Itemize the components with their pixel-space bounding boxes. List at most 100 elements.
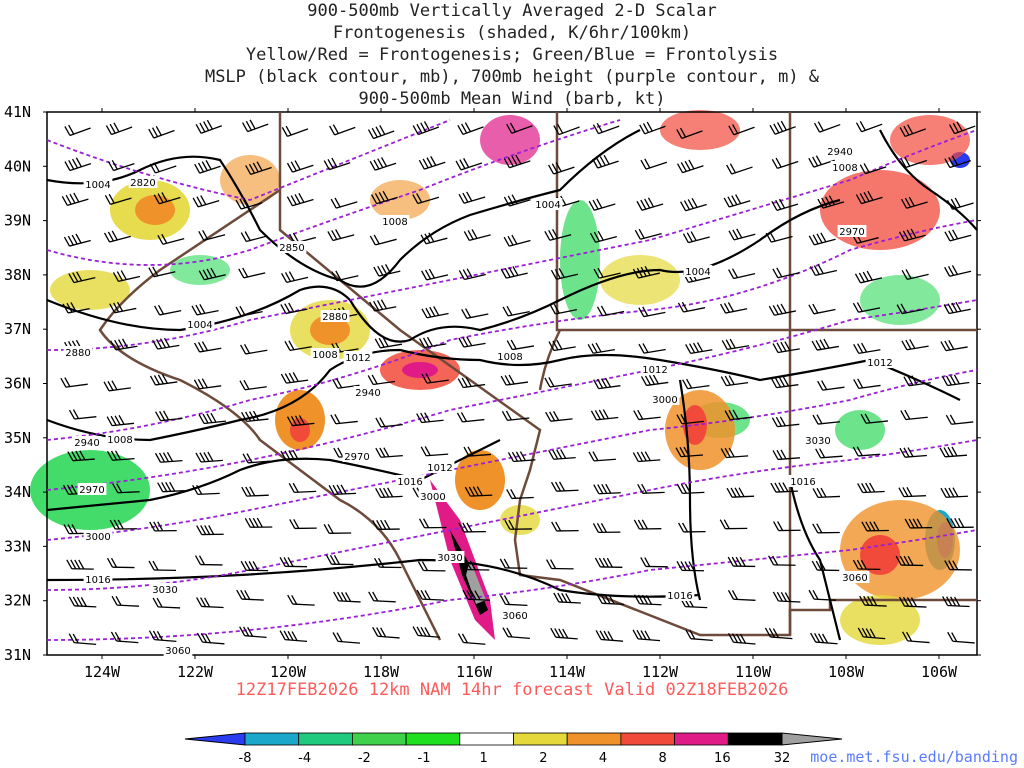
wind-barb bbox=[854, 270, 883, 284]
svg-text:2850: 2850 bbox=[279, 243, 304, 254]
lat-label: 40N bbox=[4, 157, 31, 175]
wind-barb bbox=[68, 596, 97, 608]
wind-barb bbox=[196, 632, 225, 645]
axis-ticks bbox=[43, 108, 981, 659]
colorbar-swatch bbox=[244, 732, 300, 746]
wind-barb bbox=[148, 266, 176, 278]
wind-barb bbox=[771, 198, 799, 211]
svg-text:2820: 2820 bbox=[130, 178, 155, 189]
wind-barb bbox=[899, 447, 927, 458]
wind-barb bbox=[813, 121, 841, 133]
wind-barb bbox=[808, 155, 835, 168]
svg-text:3060: 3060 bbox=[502, 611, 527, 622]
wind-barb bbox=[900, 196, 928, 209]
wind-barb bbox=[238, 267, 266, 279]
credit-link[interactable]: moe.met.fsu.edu/banding bbox=[810, 748, 1018, 766]
wind-barb bbox=[855, 121, 883, 133]
wind-barb bbox=[235, 197, 263, 210]
svg-text:3060: 3060 bbox=[842, 573, 867, 584]
wind-barb bbox=[60, 377, 88, 388]
wind-barb bbox=[191, 304, 219, 316]
wind-barb bbox=[808, 232, 836, 246]
wind-barb bbox=[241, 410, 269, 423]
wind-barb bbox=[419, 336, 447, 349]
svg-text:3000: 3000 bbox=[420, 492, 445, 503]
height-label: 2940 bbox=[825, 145, 855, 158]
wind-barb bbox=[279, 557, 308, 568]
mslp-label: 1012 bbox=[425, 461, 455, 474]
wind-barb bbox=[682, 378, 710, 390]
colorbar-tick-label: 32 bbox=[774, 751, 791, 766]
wind-barb bbox=[107, 159, 135, 172]
wind-barb bbox=[372, 519, 400, 530]
wind-barb bbox=[947, 631, 975, 644]
lon-label: 124W bbox=[84, 663, 121, 681]
wind-barb bbox=[676, 483, 705, 495]
svg-text:1008: 1008 bbox=[107, 435, 132, 446]
wind-barb bbox=[194, 555, 223, 566]
wind-barb bbox=[592, 154, 619, 169]
wind-barb bbox=[331, 270, 359, 282]
height-label: 2970 bbox=[342, 450, 372, 463]
wind-barb bbox=[106, 557, 135, 569]
mslp-label: 1008 bbox=[105, 433, 135, 446]
wind-barb bbox=[682, 231, 710, 244]
wind-barb bbox=[899, 124, 927, 138]
wind-barb bbox=[728, 268, 756, 280]
wind-barb bbox=[676, 159, 704, 174]
wind-barb bbox=[548, 339, 576, 352]
wind-barb bbox=[817, 195, 845, 209]
wind-barb bbox=[553, 123, 580, 136]
wind-barb bbox=[152, 337, 180, 350]
wind-barb bbox=[857, 627, 886, 640]
wind-barb bbox=[676, 413, 704, 425]
wind-barb bbox=[106, 450, 135, 461]
wind-barb bbox=[506, 122, 533, 134]
wind-barb bbox=[241, 486, 269, 497]
wind-barb bbox=[323, 157, 351, 171]
wind-barb bbox=[149, 162, 177, 174]
wind-barb bbox=[458, 191, 486, 204]
wind-barb bbox=[457, 122, 484, 135]
colorbar-tick-label: -1 bbox=[418, 751, 431, 766]
wind-barb bbox=[675, 446, 704, 458]
wind-barb bbox=[286, 160, 314, 173]
wind-barb bbox=[109, 519, 138, 530]
svg-text:2970: 2970 bbox=[839, 227, 864, 238]
wind-barb bbox=[769, 120, 796, 135]
svg-text:1004: 1004 bbox=[187, 320, 212, 331]
wind-barb bbox=[112, 270, 141, 283]
wind-barb bbox=[154, 304, 182, 316]
wind-barb bbox=[632, 266, 660, 279]
lon-label: 120W bbox=[270, 663, 307, 681]
wind-barb bbox=[68, 633, 97, 646]
height-label: 2970 bbox=[837, 225, 867, 238]
contour-labels: 1004 1004 1008 1004 1008 1012 1008 1004 1008 1012… bbox=[63, 145, 895, 657]
wind-barb bbox=[288, 482, 317, 493]
wind-barb bbox=[63, 233, 91, 247]
wind-barb bbox=[861, 521, 889, 532]
wind-barb bbox=[855, 190, 883, 205]
wind-barb bbox=[281, 271, 309, 283]
wind-barb bbox=[941, 374, 970, 387]
wind-barb bbox=[373, 264, 401, 277]
wind-barb bbox=[374, 337, 403, 349]
wind-barb bbox=[634, 228, 662, 240]
wind-barb bbox=[593, 377, 621, 390]
wind-barb bbox=[550, 268, 579, 280]
height-label: 3000 bbox=[418, 490, 448, 503]
wind-barb bbox=[289, 519, 317, 530]
wind-barb bbox=[946, 197, 974, 210]
wind-barb bbox=[900, 156, 928, 169]
wind-barb bbox=[463, 446, 491, 457]
wind-barb bbox=[375, 487, 403, 499]
height-label: 3030 bbox=[803, 434, 833, 447]
wind-barb bbox=[109, 301, 137, 314]
wind-barb bbox=[812, 487, 841, 499]
wind-barb bbox=[502, 627, 530, 640]
wind-barb bbox=[417, 561, 446, 572]
wind-barb bbox=[640, 158, 668, 170]
mslp-label: 1008 bbox=[310, 348, 340, 361]
lon-label: 112W bbox=[642, 663, 679, 681]
lat-label: 33N bbox=[4, 537, 31, 555]
